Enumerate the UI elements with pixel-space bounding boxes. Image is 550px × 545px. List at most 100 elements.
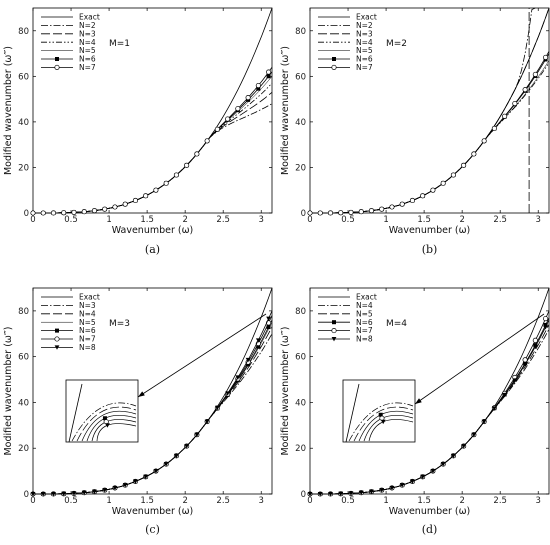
legend-label: N=5	[79, 318, 96, 327]
series-marker	[40, 210, 46, 216]
series-marker	[491, 406, 497, 411]
series-marker	[430, 187, 436, 193]
x-tick-label: 0.5	[64, 496, 78, 506]
panel-caption: (a)	[145, 243, 160, 256]
series-marker	[245, 95, 251, 101]
series-line-n2	[33, 103, 273, 214]
x-tick-label: 2	[182, 215, 187, 225]
y-axis-label: Modified wavenumber (ω‴)	[280, 326, 291, 455]
x-tick-label: 3	[536, 496, 541, 506]
series-marker	[133, 479, 138, 484]
series-marker	[307, 210, 313, 216]
x-axis-label: Wavenumber (ω)	[112, 225, 194, 236]
legend-label: N=3	[79, 301, 96, 310]
legend-label: N=6	[356, 318, 373, 327]
series-marker	[255, 338, 261, 343]
series-group	[307, 7, 550, 216]
series-marker	[543, 316, 549, 322]
series-marker	[204, 419, 210, 424]
series-marker	[266, 316, 271, 322]
series-marker	[430, 469, 436, 474]
series-marker	[348, 209, 354, 215]
series-marker	[266, 69, 272, 75]
series-marker	[420, 193, 426, 199]
legend-label: N=5	[356, 46, 373, 55]
x-tick-label: 2.5	[216, 215, 230, 225]
y-tick-label: 20	[18, 163, 29, 173]
legend-marker	[331, 337, 337, 342]
series-marker	[338, 210, 344, 216]
legend-label: Exact	[79, 13, 100, 22]
series-marker	[471, 151, 477, 157]
y-tick-label: 20	[295, 444, 306, 454]
panel-caption: (b)	[422, 243, 438, 256]
series-marker	[451, 453, 456, 459]
series-marker	[358, 209, 364, 215]
series-marker	[50, 210, 57, 216]
series-marker	[420, 474, 426, 480]
series-marker	[256, 344, 261, 349]
y-tick-label: 0	[301, 490, 306, 500]
series-marker	[461, 162, 467, 168]
chart-panel-2: 0 0.5 1 1.5 2 2.5 3 0 20 40 60 80 Wavenumber (ω) Modi…	[280, 7, 550, 256]
series-marker	[502, 113, 508, 119]
y-tick-label: 40	[295, 398, 306, 408]
series-marker	[235, 106, 241, 112]
y-tick-label: 60	[18, 353, 29, 363]
x-tick-label: 0.5	[341, 215, 355, 225]
series-marker	[410, 479, 415, 484]
series-marker	[122, 201, 128, 207]
series-marker	[328, 491, 333, 497]
series-marker	[389, 485, 395, 491]
legend-label: N=4	[356, 38, 373, 47]
inset-marker	[102, 416, 107, 421]
series-marker	[522, 362, 528, 367]
inset-exact-line	[345, 383, 360, 443]
series-marker	[112, 485, 118, 491]
series-marker	[348, 491, 354, 496]
inset-frame	[65, 379, 139, 443]
series-marker	[143, 193, 149, 199]
x-tick-label: 1.5	[417, 215, 431, 225]
series-marker	[102, 488, 108, 493]
series-marker	[132, 197, 138, 204]
series-marker	[30, 492, 36, 497]
series-marker	[194, 151, 200, 157]
series-marker	[40, 491, 46, 497]
series-group	[307, 287, 550, 497]
y-tick-label: 0	[301, 209, 306, 219]
y-tick-label: 80	[295, 27, 306, 37]
series-marker	[317, 491, 323, 497]
series-marker	[440, 180, 446, 186]
panel-caption: (c)	[145, 523, 160, 536]
series-marker	[214, 126, 220, 132]
series-marker	[389, 204, 395, 210]
legend-label: N=7	[79, 63, 96, 72]
series-line-n6	[310, 53, 550, 214]
legend-marker	[54, 336, 60, 342]
series-marker	[204, 138, 210, 144]
x-tick-label: 2	[459, 215, 464, 225]
x-tick-label: 2	[459, 496, 464, 506]
y-tick-label: 20	[18, 444, 29, 454]
legend-label: N=8	[79, 343, 96, 352]
series-marker	[235, 375, 241, 380]
inset-marker	[380, 419, 386, 425]
y-tick-label: 80	[18, 307, 29, 317]
series-marker	[225, 116, 231, 122]
y-tick-label: 40	[295, 118, 306, 128]
inset-marker	[105, 423, 110, 428]
x-tick-label: 3	[536, 215, 541, 225]
series-group	[30, 7, 273, 216]
series-marker	[450, 172, 456, 178]
legend-label: N=7	[79, 335, 96, 344]
m-annotation: M=1	[109, 39, 130, 49]
legend-label: N=2	[356, 21, 373, 30]
series-marker	[491, 125, 497, 131]
series-line-exact	[310, 7, 550, 214]
plot-frame	[32, 7, 273, 214]
legend-marker	[55, 57, 59, 61]
series-marker	[102, 206, 108, 212]
